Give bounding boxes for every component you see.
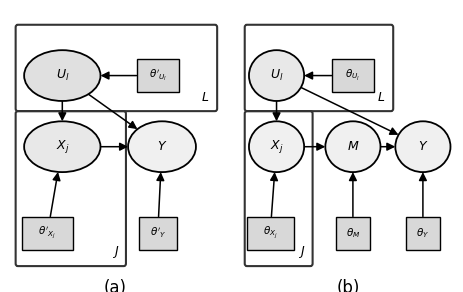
FancyBboxPatch shape xyxy=(331,59,373,92)
Ellipse shape xyxy=(24,50,100,101)
Text: (b): (b) xyxy=(336,279,360,292)
Text: L: L xyxy=(201,91,208,104)
Text: $\theta_{X_j}$: $\theta_{X_j}$ xyxy=(262,225,277,241)
Ellipse shape xyxy=(128,121,195,172)
Ellipse shape xyxy=(394,121,450,172)
Text: J: J xyxy=(113,246,117,258)
Ellipse shape xyxy=(325,121,380,172)
Ellipse shape xyxy=(249,121,303,172)
FancyBboxPatch shape xyxy=(335,217,369,250)
Text: $\theta'_{U_l}$: $\theta'_{U_l}$ xyxy=(148,68,167,83)
Text: $M$: $M$ xyxy=(346,140,358,153)
Text: (a): (a) xyxy=(104,279,126,292)
Text: $U_l$: $U_l$ xyxy=(56,68,69,83)
Text: $\theta'_{X_j}$: $\theta'_{X_j}$ xyxy=(38,225,56,241)
Text: $X_j$: $X_j$ xyxy=(269,138,283,155)
FancyBboxPatch shape xyxy=(138,217,176,250)
Text: J: J xyxy=(300,246,303,258)
FancyBboxPatch shape xyxy=(405,217,439,250)
Text: $\theta_Y$: $\theta_Y$ xyxy=(415,226,429,240)
Text: $U_l$: $U_l$ xyxy=(269,68,283,83)
Ellipse shape xyxy=(24,121,100,172)
FancyBboxPatch shape xyxy=(136,59,179,92)
Text: $X_j$: $X_j$ xyxy=(56,138,69,155)
Text: $Y$: $Y$ xyxy=(156,140,167,153)
Text: $\theta'_Y$: $\theta'_Y$ xyxy=(149,226,166,240)
Ellipse shape xyxy=(249,50,303,101)
Text: L: L xyxy=(377,91,384,104)
Text: $Y$: $Y$ xyxy=(417,140,427,153)
FancyBboxPatch shape xyxy=(246,217,293,250)
Text: $\theta_{U_l}$: $\theta_{U_l}$ xyxy=(344,68,360,83)
Text: $\theta_M$: $\theta_M$ xyxy=(345,226,359,240)
FancyBboxPatch shape xyxy=(22,217,73,250)
